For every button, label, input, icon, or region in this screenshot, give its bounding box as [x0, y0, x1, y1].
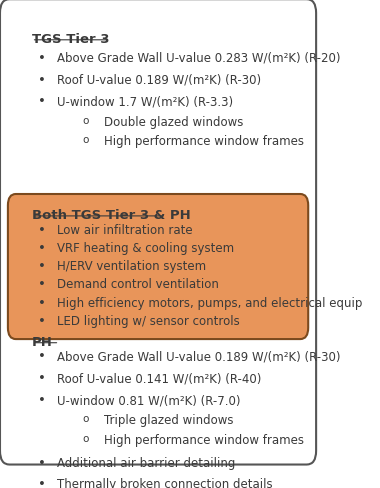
Text: TGS Tier 3: TGS Tier 3 — [32, 33, 109, 46]
Text: VRF heating & cooling system: VRF heating & cooling system — [57, 242, 234, 255]
Text: •: • — [38, 315, 46, 328]
Text: PH: PH — [32, 336, 52, 349]
Text: •: • — [38, 297, 46, 310]
Text: •: • — [38, 74, 46, 86]
Text: Roof U-value 0.141 W/(m²K) (R-40): Roof U-value 0.141 W/(m²K) (R-40) — [57, 372, 261, 386]
Text: Roof U-value 0.189 W/(m²K) (R-30): Roof U-value 0.189 W/(m²K) (R-30) — [57, 74, 261, 86]
Text: Above Grade Wall U-value 0.189 W/(m²K) (R-30): Above Grade Wall U-value 0.189 W/(m²K) (… — [57, 350, 340, 364]
Text: o: o — [82, 433, 89, 444]
Text: High performance window frames: High performance window frames — [105, 433, 304, 447]
Text: High performance window frames: High performance window frames — [105, 135, 304, 148]
Text: •: • — [38, 260, 46, 273]
Text: •: • — [38, 52, 46, 64]
Text: •: • — [38, 242, 46, 255]
Text: •: • — [38, 478, 46, 488]
Text: •: • — [38, 278, 46, 291]
Text: High efficiency motors, pumps, and electrical equip: High efficiency motors, pumps, and elect… — [57, 297, 362, 310]
Text: U-window 0.81 W/(m²K) (R-7.0): U-window 0.81 W/(m²K) (R-7.0) — [57, 394, 241, 407]
Text: •: • — [38, 372, 46, 386]
Text: o: o — [82, 135, 89, 145]
Text: •: • — [38, 96, 46, 108]
Text: •: • — [38, 350, 46, 364]
Text: •: • — [38, 224, 46, 237]
Text: •: • — [38, 394, 46, 407]
Text: Additional air barrier detailing: Additional air barrier detailing — [57, 457, 235, 470]
Text: Low air infiltration rate: Low air infiltration rate — [57, 224, 193, 237]
Text: o: o — [82, 116, 89, 126]
FancyBboxPatch shape — [8, 194, 308, 339]
Text: Thermally broken connection details: Thermally broken connection details — [57, 478, 272, 488]
Text: Triple glazed windows: Triple glazed windows — [105, 414, 234, 427]
Text: Above Grade Wall U-value 0.283 W/(m²K) (R-20): Above Grade Wall U-value 0.283 W/(m²K) (… — [57, 52, 340, 64]
Text: o: o — [82, 414, 89, 425]
Text: •: • — [38, 457, 46, 470]
Text: LED lighting w/ sensor controls: LED lighting w/ sensor controls — [57, 315, 240, 328]
Text: Demand control ventilation: Demand control ventilation — [57, 278, 219, 291]
Text: Both TGS Tier 3 & PH: Both TGS Tier 3 & PH — [32, 209, 190, 222]
Text: H/ERV ventilation system: H/ERV ventilation system — [57, 260, 206, 273]
FancyBboxPatch shape — [0, 0, 316, 465]
Text: U-window 1.7 W/(m²K) (R-3.3): U-window 1.7 W/(m²K) (R-3.3) — [57, 96, 233, 108]
Text: Double glazed windows: Double glazed windows — [105, 116, 244, 129]
